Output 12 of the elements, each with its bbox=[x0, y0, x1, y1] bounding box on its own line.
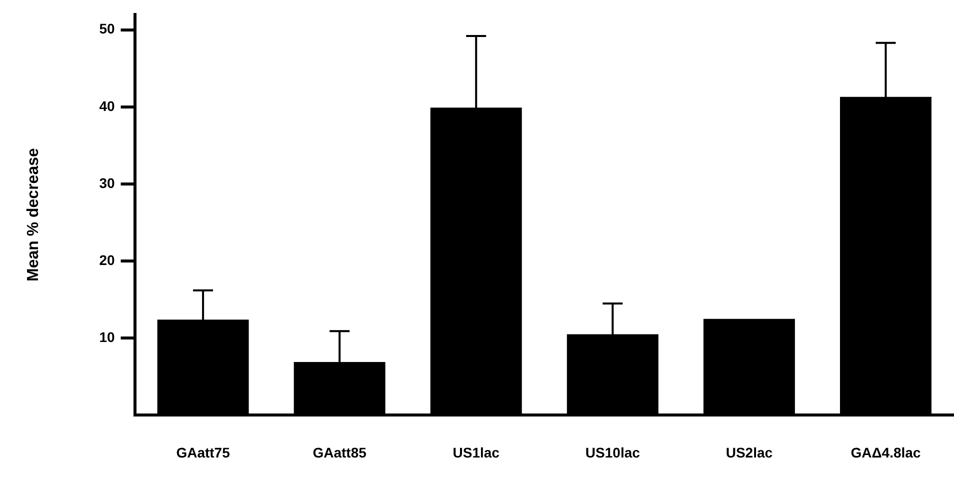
x-tick-label: GAatt75 bbox=[176, 444, 230, 460]
y-tick-label: 50 bbox=[99, 20, 115, 37]
x-tick-label: US2lac bbox=[726, 444, 773, 460]
x-tick-label: US1lac bbox=[452, 444, 500, 460]
y-tick-label: 40 bbox=[99, 98, 115, 114]
y-axis-title: Mean % decrease bbox=[25, 148, 42, 282]
x-tick-label: GAatt85 bbox=[312, 444, 367, 460]
y-tick-label: 10 bbox=[99, 328, 115, 345]
y-tick-label: 20 bbox=[99, 252, 115, 268]
x-tick-label: US10lac bbox=[585, 444, 640, 460]
x-tick-label: GAΔ4.8lac bbox=[850, 444, 921, 460]
y-tick-label: 30 bbox=[99, 174, 115, 191]
